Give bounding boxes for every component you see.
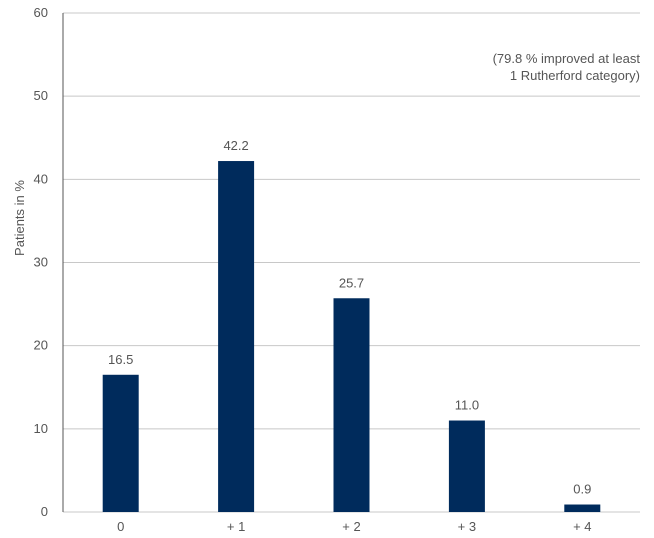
x-tick-label: 0 — [117, 519, 124, 534]
data-label: 11.0 — [455, 398, 479, 413]
y-tick-label: 40 — [34, 171, 48, 186]
bar — [218, 161, 255, 512]
y-axis-title: Patients in % — [12, 180, 27, 256]
x-tick-label: + 2 — [342, 519, 360, 534]
bar — [564, 504, 601, 512]
data-label: 16.5 — [108, 352, 133, 367]
x-tick-labels: 0 + 1 + 2 + 3 + 4 — [117, 519, 591, 534]
data-labels: 16.5 42.2 25.7 11.0 0.9 — [108, 138, 591, 496]
y-tick-label: 30 — [34, 255, 48, 270]
bar — [333, 298, 370, 512]
x-tick-label: + 1 — [227, 519, 245, 534]
bar — [448, 420, 485, 512]
data-label: 42.2 — [223, 138, 248, 153]
y-tick-label: 60 — [34, 5, 48, 20]
annotation-line-2: 1 Rutherford category) — [510, 68, 640, 83]
annotation-line-1: (79.8 % improved at least — [493, 51, 641, 66]
y-tick-labels: 0 10 20 30 40 50 60 — [34, 5, 48, 519]
x-tick-label: + 3 — [458, 519, 476, 534]
y-tick-label: 10 — [34, 421, 48, 436]
y-tick-label: 0 — [41, 504, 48, 519]
bars — [102, 161, 601, 512]
y-tick-label: 20 — [34, 338, 48, 353]
bar — [102, 374, 139, 512]
data-label: 0.9 — [573, 482, 591, 497]
data-label: 25.7 — [339, 275, 364, 290]
x-tick-label: + 4 — [573, 519, 591, 534]
y-tick-label: 50 — [34, 88, 48, 103]
